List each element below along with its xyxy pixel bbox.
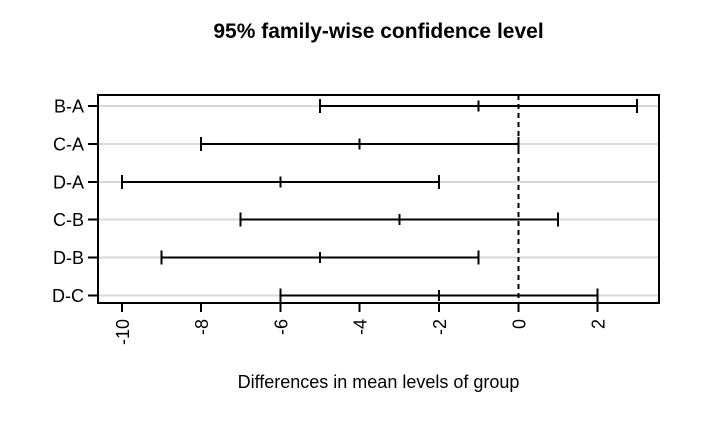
x-tick-label: -2 — [430, 319, 450, 335]
y-tick-label: D-C — [52, 286, 84, 306]
y-tick-label: D-B — [53, 248, 84, 268]
y-tick-label: B-A — [54, 97, 84, 117]
plot-box — [97, 94, 660, 304]
x-tick-label: -6 — [271, 319, 291, 335]
x-axis-label: Differences in mean levels of group — [237, 372, 520, 392]
y-tick-label: C-A — [53, 134, 84, 154]
x-tick-label: 0 — [509, 319, 529, 329]
chart-title: 95% family-wise confidence level — [213, 20, 544, 43]
x-tick-label: -8 — [192, 319, 212, 335]
x-tick-label: -10 — [113, 319, 133, 345]
x-tick-label: -4 — [351, 319, 371, 335]
y-tick-label: C-B — [53, 210, 84, 230]
y-tick-label: D-A — [53, 172, 84, 192]
x-tick-label: 2 — [589, 319, 609, 329]
